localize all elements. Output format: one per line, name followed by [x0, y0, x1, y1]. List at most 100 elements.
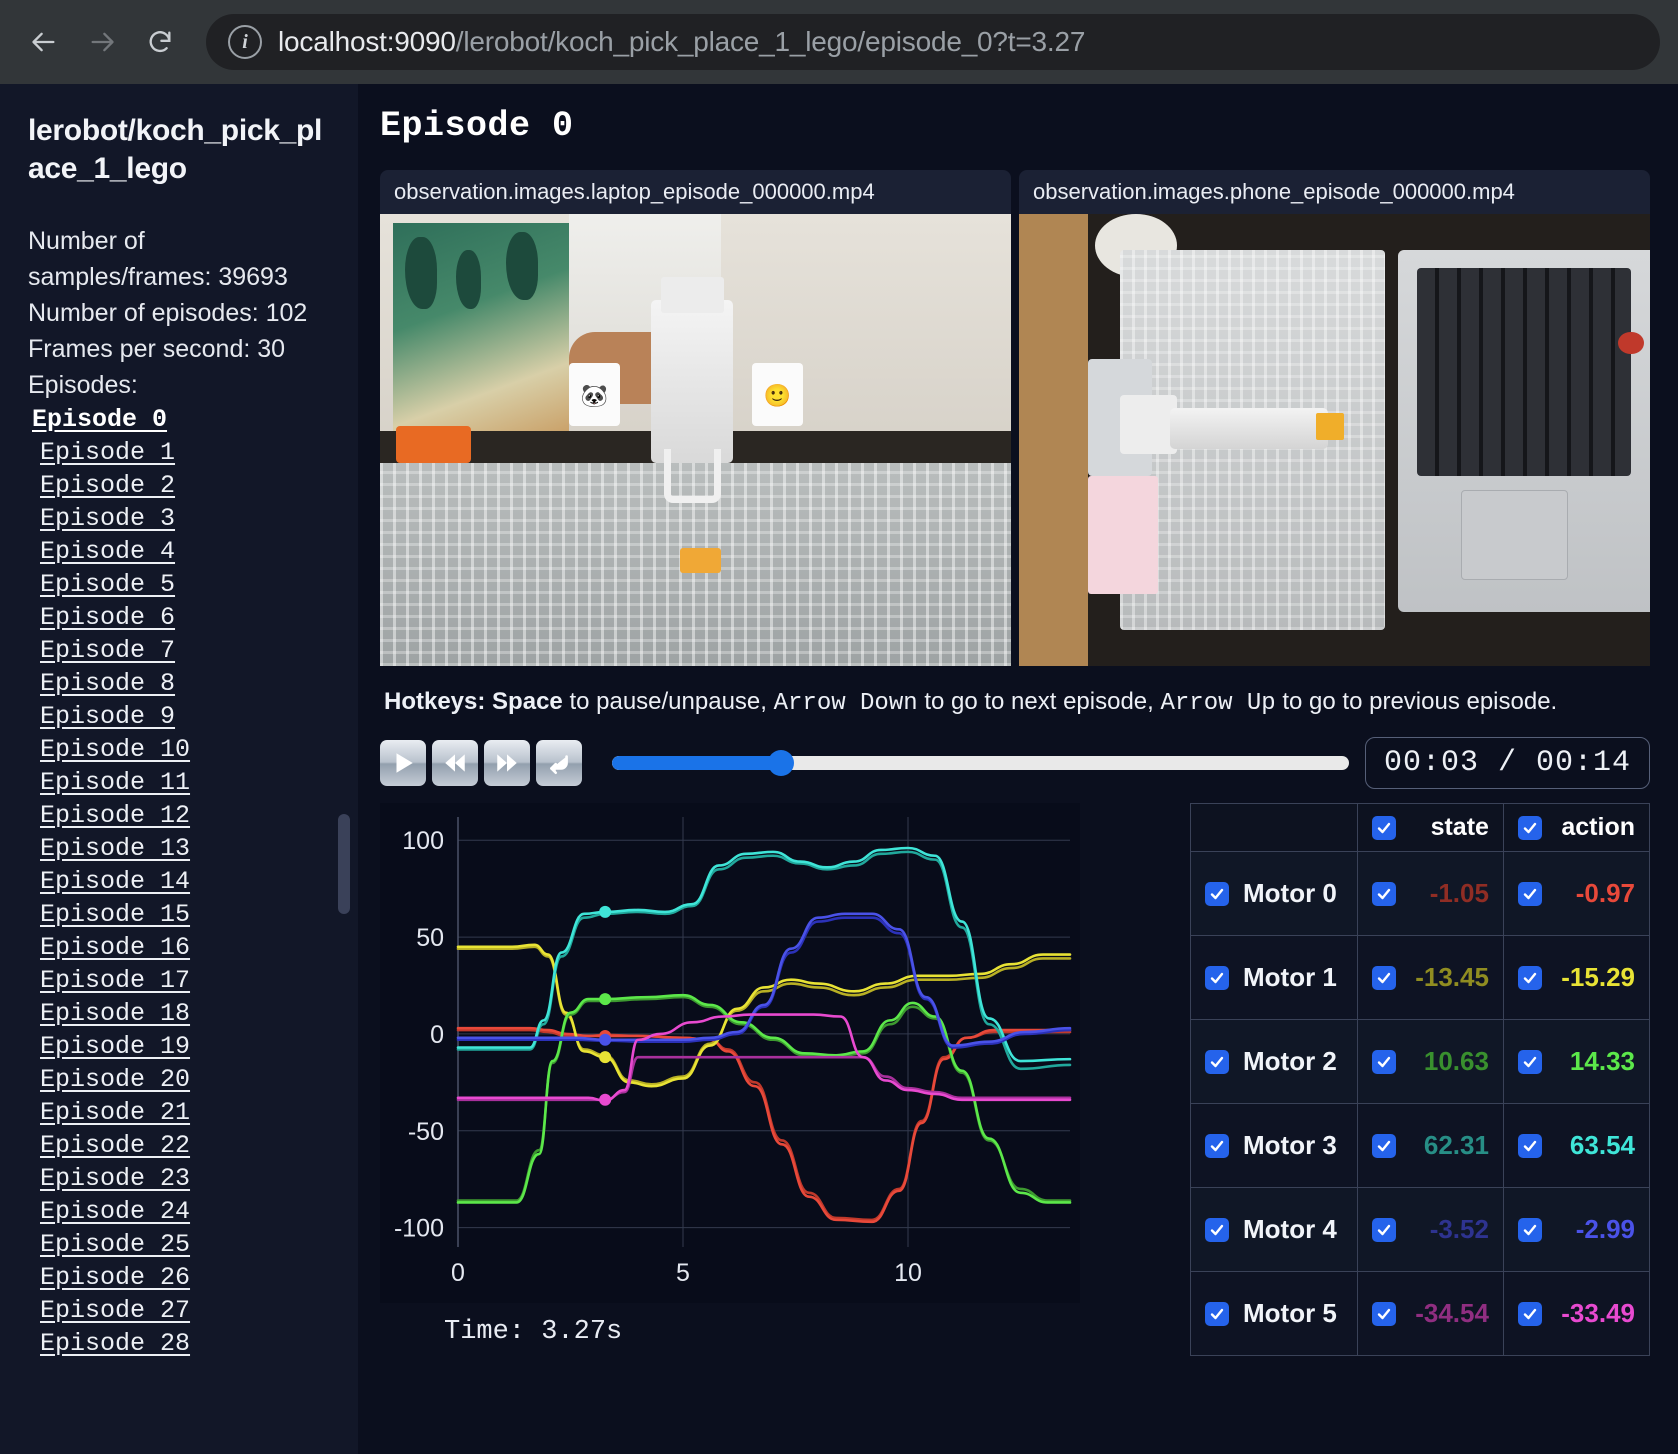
episode-link-18[interactable]: Episode 18 [40, 998, 191, 1028]
check-icon [1210, 1308, 1224, 1319]
episode-link-12[interactable]: Episode 12 [40, 800, 191, 830]
address-bar[interactable]: i localhost:9090/lerobot/koch_pick_place… [206, 14, 1660, 70]
motor-3-state-checkbox[interactable] [1371, 1133, 1396, 1158]
sidebar-scrollbar-thumb[interactable] [338, 814, 350, 914]
table-row: Motor 4 -3.52 -2.99 [1190, 1187, 1651, 1272]
motor-2-action-checkbox[interactable] [1517, 1049, 1542, 1074]
back-button[interactable] [18, 16, 70, 68]
episode-link-7[interactable]: Episode 7 [40, 635, 176, 665]
episode-link-17[interactable]: Episode 17 [40, 965, 191, 995]
play-button[interactable] [380, 740, 426, 786]
action-column-checkbox[interactable] [1517, 815, 1542, 840]
episode-link-0[interactable]: Episode 0 [32, 404, 168, 434]
info-circle-icon[interactable]: i [228, 25, 262, 59]
check-icon [1377, 1056, 1391, 1067]
episode-link-6[interactable]: Episode 6 [40, 602, 176, 632]
motor-label: Motor 4 [1243, 1214, 1337, 1244]
motor-4-checkbox[interactable] [1205, 1217, 1229, 1242]
episode-link-4[interactable]: Episode 4 [40, 536, 176, 566]
episode-link-13[interactable]: Episode 13 [40, 833, 191, 863]
episode-link-9[interactable]: Episode 9 [40, 701, 176, 731]
forward-button[interactable] [76, 16, 128, 68]
cell-motor-name: Motor 5 [1190, 1271, 1358, 1356]
episode-link-20[interactable]: Episode 20 [40, 1064, 191, 1094]
episode-link-10[interactable]: Episode 10 [40, 734, 191, 764]
episode-link-28[interactable]: Episode 28 [40, 1328, 191, 1358]
motor-0-checkbox[interactable] [1205, 881, 1229, 906]
table-row: Motor 1 -13.45 -15.29 [1190, 935, 1651, 1020]
episode-link-24[interactable]: Episode 24 [40, 1196, 191, 1226]
video-player-laptop[interactable]: 🐼 🙂 [380, 214, 1011, 666]
rewind-icon [445, 754, 465, 772]
episode-link-3[interactable]: Episode 3 [40, 503, 176, 533]
episode-link-8[interactable]: Episode 8 [40, 668, 176, 698]
reload-button[interactable] [134, 16, 186, 68]
hotkey-arrow-down-desc: to go to next episode, [924, 688, 1154, 715]
motor-1-checkbox[interactable] [1205, 965, 1229, 990]
video-grid: observation.images.laptop_episode_000000… [380, 170, 1650, 666]
motor-label: Motor 5 [1243, 1298, 1337, 1328]
action-value: -33.49 [1561, 1298, 1635, 1328]
x-tick-label: 10 [894, 1259, 922, 1287]
video-card-laptop: observation.images.laptop_episode_000000… [380, 170, 1011, 666]
motor-5-action-checkbox[interactable] [1517, 1301, 1542, 1326]
cell-state: 10.63 [1356, 1019, 1504, 1104]
seek-slider[interactable] [612, 739, 1349, 787]
seek-thumb[interactable] [768, 750, 795, 776]
action-value: 63.54 [1569, 1130, 1635, 1160]
state-value: -13.45 [1415, 962, 1489, 992]
state-value: 62.31 [1423, 1130, 1489, 1160]
motor-5-checkbox[interactable] [1205, 1301, 1229, 1326]
motor-3-action-checkbox[interactable] [1517, 1133, 1542, 1158]
laptop-camera-view: 🐼 🙂 [380, 214, 1011, 666]
cursor-marker [599, 1033, 612, 1046]
motor-3-checkbox[interactable] [1205, 1133, 1229, 1158]
episode-link-23[interactable]: Episode 23 [40, 1163, 191, 1193]
check-icon [1210, 1140, 1224, 1151]
motor-1-state-checkbox[interactable] [1371, 965, 1396, 990]
episode-link-14[interactable]: Episode 14 [40, 866, 191, 896]
timeseries-chart[interactable]: -100 -50 0 50 100 0 5 10 Time: 3.27s [380, 803, 1174, 1356]
motor-5-state-checkbox[interactable] [1371, 1301, 1396, 1326]
episode-link-19[interactable]: Episode 19 [40, 1031, 191, 1061]
time-display: 00:03 / 00:14 [1364, 737, 1650, 789]
table-head: state action [1190, 803, 1651, 852]
fast-forward-button[interactable] [484, 740, 530, 786]
loop-button[interactable] [536, 740, 582, 786]
episode-link-21[interactable]: Episode 21 [40, 1097, 191, 1127]
cell-action: -2.99 [1502, 1187, 1651, 1272]
episode-link-27[interactable]: Episode 27 [40, 1295, 191, 1325]
y-tick-label: 50 [416, 924, 444, 952]
meta-line: Number of episodes: 102 [28, 298, 308, 327]
motor-2-checkbox[interactable] [1205, 1049, 1229, 1074]
episode-link-22[interactable]: Episode 22 [40, 1130, 191, 1160]
state-column-checkbox[interactable] [1371, 815, 1396, 840]
episode-link-15[interactable]: Episode 15 [40, 899, 191, 929]
episode-link-5[interactable]: Episode 5 [40, 569, 176, 599]
seek-fill [612, 756, 782, 770]
motor-1-action-checkbox[interactable] [1517, 965, 1542, 990]
rewind-button[interactable] [432, 740, 478, 786]
motor-4-action-checkbox[interactable] [1517, 1217, 1542, 1242]
episode-link-2[interactable]: Episode 2 [40, 470, 176, 500]
series-line [456, 1013, 1072, 1103]
episode-link-11[interactable]: Episode 11 [40, 767, 191, 797]
check-icon [1210, 888, 1224, 899]
cell-action: 63.54 [1502, 1103, 1651, 1188]
motor-0-action-checkbox[interactable] [1517, 881, 1542, 906]
episode-link-25[interactable]: Episode 25 [40, 1229, 191, 1259]
motor-0-state-checkbox[interactable] [1371, 881, 1396, 906]
episode-link-16[interactable]: Episode 16 [40, 932, 191, 962]
cell-motor-name: Motor 2 [1190, 1019, 1358, 1104]
episode-link-1[interactable]: Episode 1 [40, 437, 176, 467]
motor-4-state-checkbox[interactable] [1371, 1217, 1396, 1242]
check-icon [1523, 972, 1537, 983]
motors-table: state action [1190, 803, 1651, 1356]
video-player-phone[interactable] [1019, 214, 1650, 666]
episode-link-26[interactable]: Episode 26 [40, 1262, 191, 1292]
y-tick-label: 100 [402, 827, 444, 855]
video-caption: observation.images.laptop_episode_000000… [380, 170, 1011, 214]
series-line [456, 943, 1072, 1088]
motor-2-state-checkbox[interactable] [1371, 1049, 1396, 1074]
seek-track[interactable] [612, 756, 1349, 770]
